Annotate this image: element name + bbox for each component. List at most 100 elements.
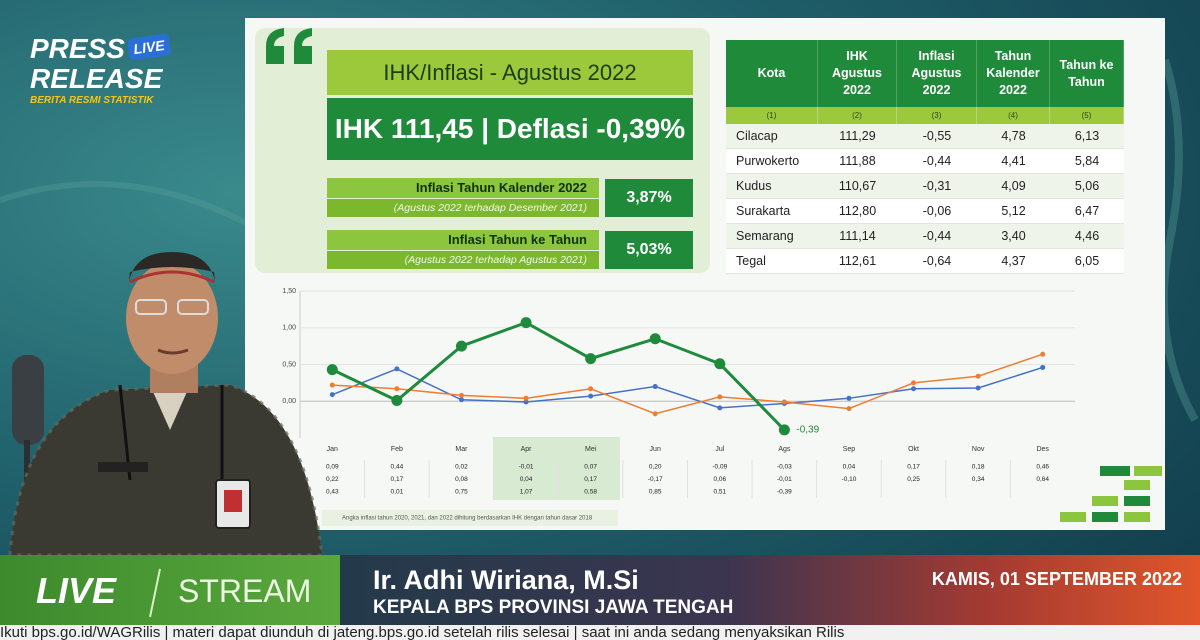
table-value: 0,18 [972, 464, 985, 471]
table-cell: 111,88 [818, 149, 897, 174]
table-value: -0,01 [519, 464, 534, 471]
table-cell: 5,12 [977, 199, 1050, 224]
data-point [975, 373, 981, 379]
table-value: 0,85 [649, 489, 662, 496]
chart-note: Angka inflasi tahun 2020, 2021, dan 2022… [342, 516, 593, 522]
table-cell: 4,37 [977, 249, 1050, 274]
data-point [911, 386, 917, 392]
table-header: Inflasi Agustus 2022 [897, 40, 977, 107]
table-value: -0,01 [777, 476, 792, 483]
table-cell: 4,41 [977, 149, 1050, 174]
city-name: Cilacap [726, 124, 818, 149]
data-point [458, 392, 464, 398]
table-value: 0,17 [391, 476, 404, 483]
table-cell: 6,47 [1050, 199, 1124, 224]
data-point [585, 353, 597, 365]
column-number: (3) [897, 107, 977, 124]
table-cell: 5,06 [1050, 174, 1124, 199]
table-value: 0,44 [391, 464, 404, 471]
table-value: 0,22 [326, 476, 339, 483]
table-value: 0,51 [713, 489, 726, 496]
table-row: Tegal 112,61 -0,64 4,37 6,05 [726, 249, 1124, 274]
speaker-block: Ir. Adhi Wiriana, M.Si KEPALA BPS PROVIN… [340, 555, 1200, 625]
data-point [326, 364, 338, 376]
x-tick-label: Jan [327, 446, 338, 453]
speaker-role: KEPALA BPS PROVINSI JAWA TENGAH [373, 597, 734, 618]
table-value: 1,07 [520, 489, 533, 496]
table-header: Tahun ke Tahun [1050, 40, 1124, 107]
table-header: Kota [726, 40, 818, 107]
data-point [1040, 351, 1046, 357]
series-line [332, 366, 1043, 409]
y-tick-label: 0,50 [282, 361, 296, 368]
bps-logo [1060, 466, 1162, 522]
summary-item-label: Inflasi Tahun ke Tahun [327, 230, 599, 250]
table-value: -0,03 [777, 464, 792, 471]
news-ticker: Ikuti bps.go.id/WAGRilis | materi dapat … [0, 625, 1200, 640]
logo-press: PRESS [30, 33, 125, 64]
x-tick-label: Jun [650, 446, 661, 453]
table-cell: -0,06 [897, 199, 977, 224]
highlight-band [493, 437, 620, 500]
x-tick-label: Mei [585, 446, 597, 453]
table-cell: -0,64 [897, 249, 977, 274]
table-value: 0,06 [713, 476, 726, 483]
table-value: -0,39 [777, 489, 792, 496]
x-tick-label: Nov [972, 446, 985, 453]
table-value: 0,64 [1036, 476, 1049, 483]
press-release-logo: PRESS RELEASE LIVE BERITA RESMI STATISTI… [30, 33, 171, 106]
table-cell: -0,31 [897, 174, 977, 199]
logo-release: RELEASE [30, 63, 164, 94]
stream-label: STREAM [178, 573, 311, 609]
table-cell: -0,55 [897, 124, 977, 149]
data-point [329, 392, 335, 398]
series-line [331, 320, 786, 431]
logo-live-badge: LIVE [132, 37, 166, 57]
table-row: Cilacap 111,29 -0,55 4,78 6,13 [726, 124, 1124, 149]
x-tick-label: Jul [715, 446, 724, 453]
table-cell: 5,84 [1050, 149, 1124, 174]
table-row: Surakarta 112,80 -0,06 5,12 6,47 [726, 199, 1124, 224]
summary-item-label: Inflasi Tahun Kalender 2022 [327, 178, 599, 198]
table-value: -0,10 [842, 476, 857, 483]
table-value: 0,02 [455, 464, 468, 471]
city-name: Tegal [726, 249, 818, 274]
city-name: Kudus [726, 174, 818, 199]
column-number: (5) [1050, 107, 1124, 124]
summary-item-value: 5,03% [605, 231, 693, 269]
summary-item-sub: (Agustus 2022 terhadap Agustus 2021) [327, 251, 599, 269]
column-number: (1) [726, 107, 818, 124]
table-cell: 4,78 [977, 124, 1050, 149]
data-point [652, 384, 658, 390]
x-tick-label: Okt [908, 446, 919, 453]
table-value: 0,04 [520, 476, 533, 483]
summary-item-sub: (Agustus 2022 terhadap Desember 2021) [327, 199, 599, 217]
data-point [520, 317, 532, 329]
data-point [846, 395, 852, 401]
table-value: 0,43 [326, 489, 339, 496]
table-cell: 112,80 [818, 199, 897, 224]
data-point [649, 333, 661, 345]
data-point [458, 397, 464, 403]
table-cell: 111,14 [818, 224, 897, 249]
city-name: Surakarta [726, 199, 818, 224]
table-number-row: (1) (2) (3) (4) (5) [726, 107, 1124, 124]
y-tick-label: 1,50 [282, 288, 296, 295]
table-header-row: Kota IHK Agustus 2022 Inflasi Agustus 2022… [726, 40, 1124, 107]
x-tick-label: Sep [843, 446, 856, 453]
table-value: 0,07 [584, 464, 597, 471]
table-value: 0,08 [455, 476, 468, 483]
live-stream-label: LIVE STREAM [36, 568, 311, 618]
table-value: 0,09 [326, 464, 339, 471]
column-number: (4) [977, 107, 1050, 124]
speaker-name: Ir. Adhi Wiriana, M.Si [373, 565, 639, 595]
y-tick-label: 1,00 [282, 325, 296, 332]
table-cell: 111,29 [818, 124, 897, 149]
summary-title: IHK/Inflasi - Agustus 2022 [327, 50, 693, 95]
live-stream-block: LIVE STREAM [0, 555, 340, 625]
table-value: 0,17 [584, 476, 597, 483]
data-point [778, 424, 790, 436]
table-row: Kudus 110,67 -0,31 4,09 5,06 [726, 174, 1124, 199]
data-point [455, 340, 467, 352]
